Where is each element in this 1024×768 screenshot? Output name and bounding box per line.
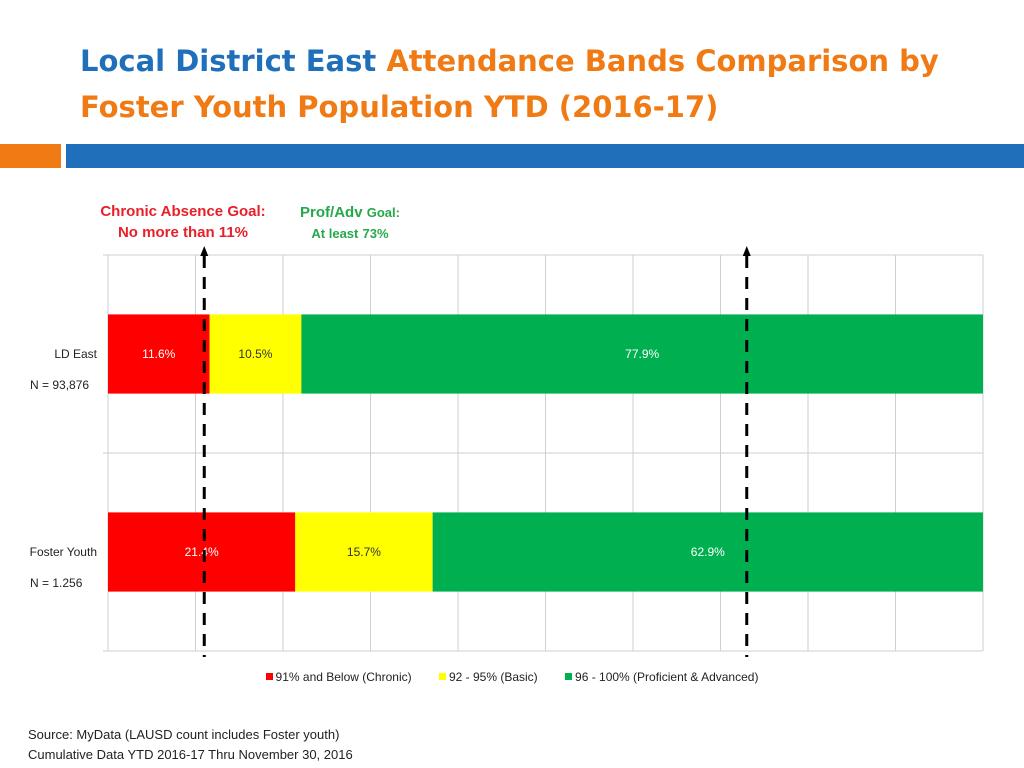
bar-value-label: 10.5%	[238, 347, 272, 361]
chart-legend: 91% and Below (Chronic) 92 - 95% (Basic)…	[0, 670, 1024, 684]
category-sublabel: N = 1.256	[30, 576, 83, 590]
bar-value-label: 62.9%	[691, 545, 725, 559]
prof-goal-c: At least	[311, 226, 359, 241]
bar-segment	[432, 512, 983, 592]
legend-item-basic: 92 - 95% (Basic)	[438, 670, 538, 684]
prof-adv-goal-note: Prof/Adv Goal: At least 73%	[284, 202, 416, 244]
slide-title: Local District East Attendance Bands Com…	[80, 38, 980, 130]
bar-segment	[295, 512, 433, 592]
chart-category-labels: LD East N = 93,876 Foster Youth N = 1.256	[30, 347, 98, 590]
header-accent-blue	[66, 144, 1024, 168]
legend-swatch-chronic	[265, 673, 273, 680]
legend-label-proficient: 96 - 100% (Proficient & Advanced)	[575, 670, 759, 684]
prof-goal-a: Prof/Adv	[300, 204, 363, 221]
legend-label-chronic: 91% and Below (Chronic)	[275, 670, 412, 684]
legend-swatch-basic	[438, 673, 446, 680]
title-district: Local District East	[80, 44, 377, 78]
bar-value-label: 11.6%	[142, 347, 175, 361]
legend-label-basic: 92 - 95% (Basic)	[448, 670, 538, 684]
prof-goal-d: 73%	[362, 226, 389, 241]
chart-reference-lines	[200, 246, 751, 657]
legend-item-chronic: 91% and Below (Chronic)	[265, 670, 412, 684]
category-sublabel: N = 93,876	[30, 378, 89, 392]
prof-goal-b: Goal:	[366, 205, 400, 220]
goal-arrowhead	[742, 246, 751, 256]
category-label: Foster Youth	[30, 545, 97, 559]
goal-arrowhead	[200, 246, 209, 256]
bar-segment	[108, 512, 296, 592]
category-label: LD East	[54, 347, 97, 361]
legend-swatch-proficient	[565, 673, 573, 680]
source-line1: Source: MyData (LAUSD count includes Fos…	[28, 727, 340, 742]
bar-value-label: 21.4%	[185, 545, 219, 559]
chronic-absence-goal-note: Chronic Absence Goal: No more than 11%	[78, 201, 288, 243]
bar-value-label: 77.9%	[625, 347, 659, 361]
header-accent-orange	[0, 144, 61, 168]
bar-value-label: 15.7%	[347, 545, 381, 559]
bar-segment	[209, 314, 302, 394]
chart-bars: 11.6% 10.5% 77.9% 21.4% 15.7% 62.9%	[108, 314, 983, 592]
source-line2: Cumulative Data YTD 2016-17 Thru Novembe…	[28, 747, 353, 762]
title-description: Attendance Bands Comparison by Foster Yo…	[80, 44, 939, 124]
bar-segment	[108, 314, 210, 394]
source-note: Source: MyData (LAUSD count includes Fos…	[28, 725, 353, 765]
chronic-goal-line2: No more than 11%	[117, 224, 249, 241]
legend-item-proficient: 96 - 100% (Proficient & Advanced)	[565, 670, 758, 684]
chronic-goal-line1: Chronic Absence Goal:	[100, 203, 266, 220]
bar-segment	[301, 314, 983, 394]
